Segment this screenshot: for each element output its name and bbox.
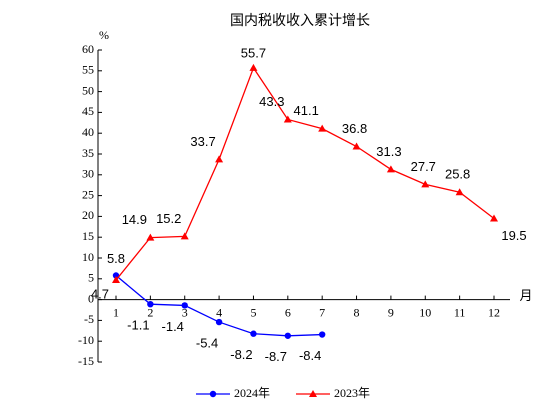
x-tick-label: 4 [216,305,222,319]
x-tick-label: 9 [388,305,394,319]
y-tick-label: 35 [82,146,94,160]
point [421,180,430,188]
y-tick-label: 10 [82,250,94,264]
chart-title: 国内税收收入累计增长 [230,13,370,29]
point [112,276,120,284]
point [215,155,224,163]
y-tick-label: 15 [82,229,94,243]
data-label: 33.7 [190,134,215,149]
point [146,233,155,241]
x-tick-label: 8 [354,305,360,319]
y-tick-label: -15 [78,354,94,368]
data-label: -5.4 [196,336,218,351]
y-tick-label: 30 [82,167,94,181]
data-label: 41.1 [294,103,319,118]
y-tick-label: -10 [78,333,94,347]
data-label: 15.2 [156,211,181,226]
data-label: 19.5 [501,228,526,243]
point [283,115,292,123]
legend-marker [209,390,217,398]
data-label: -8.7 [265,349,287,364]
y-tick-label: -5 [84,312,94,326]
data-label: 43.3 [259,94,284,109]
point [250,330,257,337]
x-tick-label: 3 [182,305,188,319]
x-tick-label: 6 [285,305,291,319]
data-label: 36.8 [342,121,367,136]
point [284,332,292,339]
point [318,124,327,132]
point [181,302,188,309]
point [249,63,258,71]
data-label: -1.4 [162,319,184,334]
x-tick-label: 11 [454,305,466,319]
x-tick-label: 12 [488,305,500,319]
point [490,214,498,222]
data-label: 25.8 [445,167,470,182]
x-tick-label: 10 [419,305,431,319]
point [215,318,223,326]
data-label: 14.9 [122,212,147,227]
legend-marker [309,390,317,397]
data-label: 4.7 [91,286,109,301]
data-label: 31.3 [376,144,401,159]
y-tick-label: 45 [82,104,94,118]
point [147,300,154,308]
y-tick-label: 50 [82,83,94,97]
y-tick-label: 60 [82,42,94,56]
data-label: -8.2 [230,347,252,362]
y-tick-label: 20 [82,208,94,222]
legend-label: 2023年 [334,386,370,400]
point [318,331,326,338]
point [455,188,464,196]
data-label: 5.8 [107,251,125,266]
x-tick-label: 7 [319,305,325,319]
x-tick-label: 2 [147,305,153,319]
data-label: 27.7 [411,159,436,174]
y-tick-label: 5 [88,271,94,285]
series-line [115,66,495,281]
data-label: -8.4 [299,348,321,363]
y-tick-label: 40 [82,125,94,139]
data-label: 55.7 [241,45,266,60]
point [180,232,189,240]
legend-label: 2024年 [234,386,270,400]
y-tick-label: 55 [82,63,94,77]
x-tick-label: 5 [250,305,256,319]
data-label: -1.1 [127,318,149,333]
x-tick-label: 1 [113,305,119,319]
x-axis-label: 月 [519,288,532,303]
point [386,165,395,173]
point [352,142,361,150]
y-axis-label: % [99,28,109,42]
y-tick-label: 25 [82,187,94,201]
y-tick-label: 0 [88,291,94,305]
